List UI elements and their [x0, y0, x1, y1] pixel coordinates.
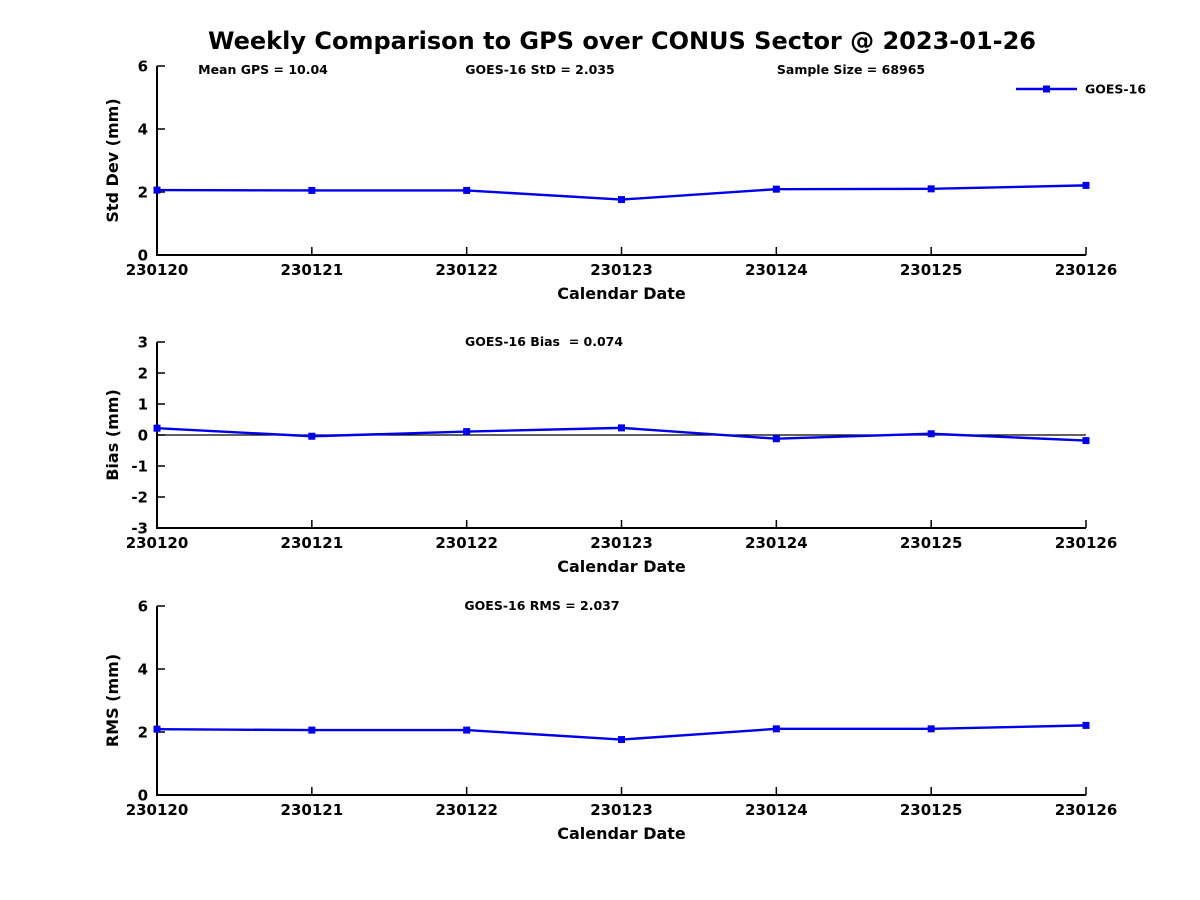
bias-subplot: -3 -2 -1 0 1 2 3 230120 230121 230122 230123 230124…: [103, 333, 1117, 576]
x-tick-label: 230126: [1055, 534, 1118, 552]
rms-subplot: 0 2 4 6 230120 230121 230122 230123 230124 230125…: [103, 597, 1117, 843]
y-axis-label: Bias (mm): [103, 389, 122, 481]
x-tick-label: 230121: [281, 801, 344, 819]
y-tick-label: 3: [138, 333, 148, 351]
x-tick-label: 230120: [126, 261, 189, 279]
data-point-marker: [1082, 181, 1090, 189]
y-tick-label: 0: [138, 786, 148, 804]
x-axis-label: Calendar Date: [557, 824, 686, 843]
x-tick-label: 230121: [281, 261, 344, 279]
data-point-marker: [772, 185, 780, 193]
data-point-marker: [1082, 437, 1090, 445]
y-tick-label: 0: [138, 246, 148, 264]
y-tick-label: 6: [138, 597, 148, 615]
y-tick-label: 2: [138, 364, 148, 382]
x-tick-label: 230123: [590, 261, 653, 279]
data-point-marker: [153, 725, 161, 733]
data-point-marker: [153, 424, 161, 432]
data-point-marker: [463, 428, 471, 436]
data-point-marker: [618, 196, 625, 204]
annotation: Mean GPS = 10.04: [198, 62, 328, 77]
y-tick-label: -1: [131, 457, 148, 475]
y-tick-label: 0: [138, 426, 148, 444]
y-tick-label: 4: [138, 120, 148, 138]
data-point-marker: [308, 726, 316, 734]
x-tick-label: 230122: [435, 801, 498, 819]
data-point-marker: [308, 432, 316, 440]
x-tick-label: 230121: [281, 534, 344, 552]
y-tick-label: -2: [131, 488, 148, 506]
figure-title: Weekly Comparison to GPS over CONUS Sect…: [207, 27, 1036, 55]
data-point-marker: [463, 186, 471, 194]
y-tick-label: -3: [131, 519, 148, 537]
x-tick-label: 230124: [745, 801, 808, 819]
x-tick-label: 230125: [900, 534, 963, 552]
x-tick-label: 230123: [590, 801, 653, 819]
data-point-marker: [308, 186, 316, 194]
x-tick-label: 230124: [745, 534, 808, 552]
data-point-marker: [927, 430, 935, 438]
data-point-marker: [618, 736, 625, 744]
x-tick-label: 230122: [435, 261, 498, 279]
data-point-marker: [927, 185, 935, 193]
x-axis-label: Calendar Date: [557, 557, 686, 576]
x-tick-label: 230126: [1055, 261, 1118, 279]
data-point-marker: [772, 725, 780, 733]
x-tick-label: 230125: [900, 261, 963, 279]
x-tick-label: 230126: [1055, 801, 1118, 819]
data-point-marker: [1082, 721, 1090, 729]
y-tick-label: 1: [138, 395, 148, 413]
data-point-marker: [927, 725, 935, 733]
x-tick-label: 230120: [126, 534, 189, 552]
annotation: GOES-16 RMS = 2.037: [464, 598, 619, 613]
data-point-marker: [153, 186, 161, 194]
y-tick-label: 2: [138, 723, 148, 741]
annotation: Sample Size = 68965: [777, 62, 925, 77]
x-tick-label: 230124: [745, 261, 808, 279]
y-axis-label: RMS (mm): [103, 654, 122, 747]
y-tick-label: 2: [138, 183, 148, 201]
annotation: GOES-16 Bias = 0.074: [465, 334, 623, 349]
x-axis-label: Calendar Date: [557, 284, 686, 303]
x-tick-label: 230122: [435, 534, 498, 552]
x-tick-label: 230125: [900, 801, 963, 819]
legend-marker: [1043, 85, 1050, 93]
y-tick-label: 6: [138, 57, 148, 75]
x-tick-label: 230120: [126, 801, 189, 819]
x-tick-label: 230123: [590, 534, 653, 552]
std-dev-subplot: 0 2 4 6 230120 230121 230122 230123 230124 230125…: [103, 57, 1146, 303]
y-tick-label: 4: [138, 660, 148, 678]
data-point-marker: [463, 726, 471, 734]
y-axis-label: Std Dev (mm): [103, 98, 122, 222]
legend-label: GOES-16: [1085, 82, 1146, 97]
annotation: GOES-16 StD = 2.035: [465, 62, 614, 77]
data-point-marker: [772, 435, 780, 443]
data-point-marker: [618, 424, 625, 432]
